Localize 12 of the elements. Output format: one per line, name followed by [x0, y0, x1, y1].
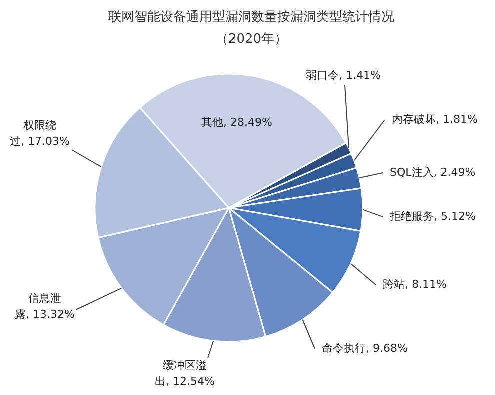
slice-label: 跨站, 8.11%: [383, 278, 447, 292]
slice-label: 弱口令, 1.41%: [306, 69, 381, 82]
chart-title: 联网智能设备通用型漏洞数量按漏洞类型统计情况: [108, 9, 396, 26]
slice-label: 内存破坏, 1.81%: [392, 113, 478, 126]
slice-label: 命令执行, 9.68%: [322, 342, 408, 356]
slice-label: 其他, 28.49%: [202, 116, 272, 130]
slice-label: 缓冲区溢出, 12.54%: [155, 359, 215, 388]
slice-label: 权限绕过, 17.03%: [10, 119, 70, 148]
chart-subtitle: （2020年）: [214, 31, 289, 48]
slice-label: 拒绝服务, 5.12%: [389, 210, 476, 224]
slice-label: 信息泄露, 13.32%: [15, 292, 75, 322]
slice-label: SQL注入, 2.49%: [390, 166, 476, 180]
